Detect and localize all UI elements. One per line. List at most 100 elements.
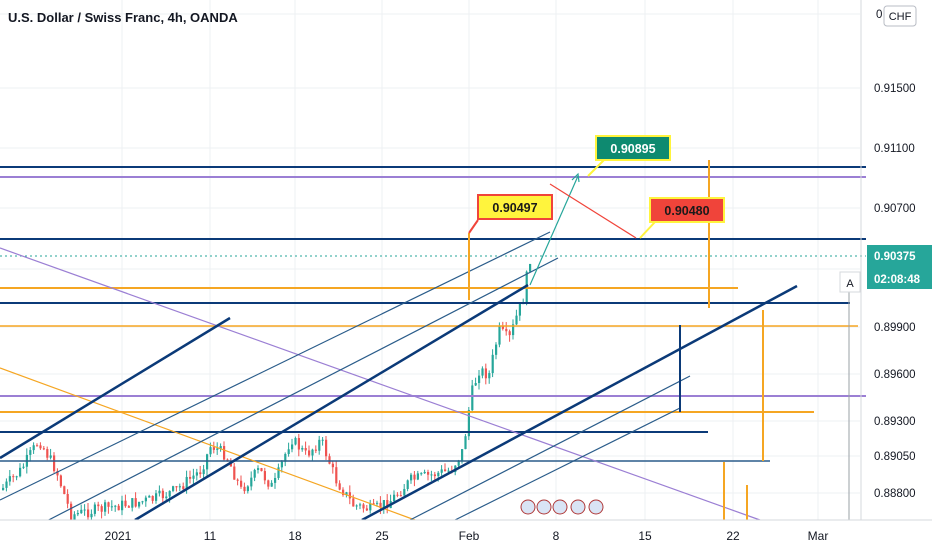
candle-body xyxy=(216,448,219,450)
chart-title: U.S. Dollar / Swiss Franc, 4h, OANDA xyxy=(8,10,238,25)
candle-body xyxy=(386,500,389,509)
annotation-90895-text: 0.90895 xyxy=(610,142,655,156)
candle-body xyxy=(325,439,328,457)
candle-body xyxy=(505,328,508,332)
candle-body xyxy=(464,436,467,450)
candle-body xyxy=(253,469,256,478)
candle-body xyxy=(182,486,185,490)
candle-body xyxy=(338,483,341,490)
annotation-90480-text: 0.90480 xyxy=(664,204,709,218)
candle-body xyxy=(342,489,345,495)
candle-body xyxy=(141,501,144,503)
candle-body xyxy=(127,506,130,508)
event-flag-icon[interactable] xyxy=(588,499,604,515)
candle-body xyxy=(219,446,222,449)
candle-body xyxy=(19,467,22,477)
candle-body xyxy=(478,375,481,384)
candle-body xyxy=(87,509,90,518)
candle-body xyxy=(250,477,253,487)
time-axis[interactable]: 2021 11 18 25 Feb 8 15 22 Mar xyxy=(0,519,932,550)
candle-body xyxy=(240,480,243,487)
candle-body xyxy=(195,472,198,476)
teal-arrow[interactable] xyxy=(529,175,579,286)
candle-body xyxy=(447,470,450,472)
channel-mid-thin-2[interactable] xyxy=(0,257,559,546)
event-flag-icon[interactable] xyxy=(536,499,552,515)
candle-body xyxy=(206,454,209,470)
orange-diagonal[interactable] xyxy=(0,367,416,521)
candle-body xyxy=(165,496,168,499)
candle-body xyxy=(56,471,59,476)
channel-mid-thick[interactable] xyxy=(134,283,529,522)
candle-body xyxy=(124,500,127,507)
candle-body xyxy=(471,385,474,411)
price-tick: 0.89050 xyxy=(874,451,916,463)
time-tick: 11 xyxy=(204,529,217,543)
last-price-countdown: 02:08:48 xyxy=(874,274,921,286)
candle-body xyxy=(63,486,66,495)
candle-body xyxy=(287,449,290,455)
candle-body xyxy=(481,368,484,376)
candle-body xyxy=(2,487,5,490)
candle-body xyxy=(80,509,83,514)
candle-body xyxy=(457,460,460,466)
channel-right-thick[interactable] xyxy=(361,284,798,522)
annotation-90497[interactable]: 0.90497 xyxy=(477,194,553,220)
candle-body xyxy=(36,445,39,447)
candle-body xyxy=(365,508,368,511)
candle-body xyxy=(39,445,42,449)
candle-body xyxy=(212,447,215,450)
candle-body xyxy=(158,490,161,494)
channel-right-thin-1[interactable] xyxy=(409,375,691,521)
auto-scale-button[interactable] xyxy=(839,271,861,293)
candle-body xyxy=(83,509,86,511)
auto-scale-button-label: A xyxy=(846,278,854,290)
candle-body xyxy=(321,439,324,441)
candle-body xyxy=(53,455,56,472)
candle-body xyxy=(399,495,402,497)
candle-body xyxy=(444,469,447,472)
candle-body xyxy=(172,486,175,491)
candle-body xyxy=(335,467,338,484)
candle-body xyxy=(304,448,307,451)
annotation-90895[interactable]: 0.90895 xyxy=(595,135,671,161)
candle-body xyxy=(495,344,498,355)
event-flag-icon[interactable] xyxy=(552,499,568,515)
candle-body xyxy=(90,513,93,518)
candle-body xyxy=(474,383,477,386)
event-flag-icon[interactable] xyxy=(570,499,586,515)
teal-box-pointer xyxy=(587,159,605,177)
price-tick-partial: 0 xyxy=(876,9,882,21)
candle-body xyxy=(32,445,35,451)
purple-diagonal[interactable] xyxy=(0,247,761,521)
teal-arrow-head xyxy=(571,172,580,183)
candle-body xyxy=(175,486,178,488)
price-tick: 0.91500 xyxy=(874,83,916,95)
price-axis[interactable]: 0.91500 0.91100 0.90700 0.89900 0.89600 … xyxy=(839,0,932,526)
candle-body xyxy=(416,473,419,480)
candle-body xyxy=(301,448,304,450)
candle-body xyxy=(529,263,532,272)
time-tick: Mar xyxy=(808,529,829,543)
channel-right-thin-2[interactable] xyxy=(454,407,681,521)
event-badges[interactable] xyxy=(520,499,604,515)
channel-mid-thin-1[interactable] xyxy=(0,231,551,501)
red-arrow[interactable] xyxy=(549,183,637,239)
currency-button[interactable] xyxy=(883,5,917,27)
last-price-value: 0.90375 xyxy=(874,251,916,263)
currency-button-label: CHF xyxy=(889,11,912,23)
annotation-90480[interactable]: 0.90480 xyxy=(649,197,725,223)
candle-body xyxy=(284,454,287,462)
candle-body xyxy=(267,480,270,487)
event-flag-icon[interactable] xyxy=(520,499,536,515)
candle-body xyxy=(257,468,260,470)
candle-body xyxy=(491,354,494,374)
candle-body xyxy=(236,479,239,481)
candle-body xyxy=(131,498,134,508)
candle-body xyxy=(328,456,331,464)
candle-body xyxy=(280,461,283,468)
candle-body xyxy=(331,463,334,468)
last-price-badge xyxy=(867,245,932,289)
channel-left-thick[interactable] xyxy=(0,316,231,460)
